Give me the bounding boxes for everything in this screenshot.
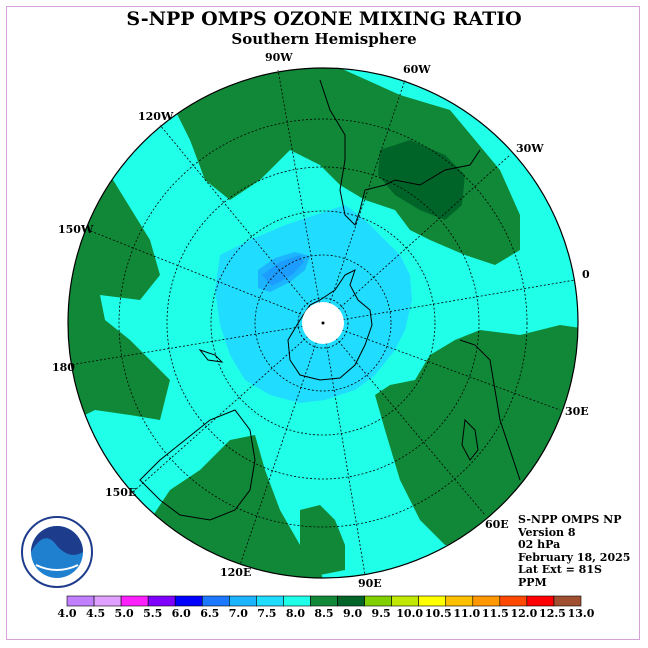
figure-frame bbox=[6, 6, 640, 640]
madagascar-coast bbox=[461, 418, 479, 461]
colorbar-label: 8.5 bbox=[314, 607, 334, 620]
info-version: Version 8 bbox=[518, 525, 576, 539]
colorbar-swatch bbox=[93, 595, 122, 607]
lon-label-30w: 30W bbox=[516, 142, 544, 155]
colorbar-label: 9.0 bbox=[342, 607, 363, 620]
colorbar-label: 11.0 bbox=[453, 607, 481, 620]
colorbar-swatch bbox=[201, 595, 230, 607]
info-date: February 18, 2025 bbox=[518, 550, 631, 564]
colorbar-swatch bbox=[472, 595, 501, 607]
colorbar-label: 9.5 bbox=[371, 607, 391, 620]
colorbar-swatch bbox=[391, 595, 419, 607]
colorbar-swatch bbox=[499, 595, 528, 607]
lon-label-60w: 60W bbox=[403, 63, 431, 76]
colorbar-swatch bbox=[66, 595, 95, 607]
lon-label-0: 0 bbox=[582, 268, 590, 281]
colorbar-label: 11.5 bbox=[481, 607, 509, 620]
colorbar-swatch bbox=[120, 595, 149, 607]
contour-8.5-west bbox=[68, 170, 170, 430]
map-subtitle: Southern Hemisphere bbox=[231, 30, 417, 48]
colorbar-swatch bbox=[256, 595, 284, 607]
contour-9.0 bbox=[378, 140, 465, 220]
coastlines bbox=[139, 79, 521, 521]
colorbar-label: 12.5 bbox=[539, 607, 566, 620]
colorbar-label: 6.5 bbox=[200, 607, 220, 620]
new-zealand-coast bbox=[198, 348, 224, 363]
colorbar-swatch bbox=[283, 595, 311, 607]
noaa-logo bbox=[21, 516, 93, 588]
lon-label-150w: 150W bbox=[58, 223, 94, 236]
south-america-coast bbox=[319, 79, 481, 226]
colorbar-swatch bbox=[147, 595, 176, 607]
map-title: S-NPP OMPS OZONE MIXING RATIO bbox=[126, 8, 522, 30]
lon-label-150e: 150E bbox=[105, 486, 137, 499]
colorbar-label: 10.0 bbox=[396, 607, 424, 620]
colorbar-swatch bbox=[445, 595, 474, 607]
colorbar-label: 4.5 bbox=[85, 607, 106, 620]
contour-7.5 bbox=[215, 205, 412, 403]
colorbar-label: 7.5 bbox=[257, 607, 277, 620]
lon-label-30e: 30E bbox=[565, 405, 589, 418]
lon-label-120e: 120E bbox=[220, 566, 252, 579]
antarctica-coast bbox=[287, 269, 373, 381]
contour-6.5 bbox=[262, 255, 304, 286]
info-instrument: S-NPP OMPS NP bbox=[518, 513, 622, 526]
lon-label-180: 180 bbox=[52, 361, 75, 374]
colorbar-label: 13.0 bbox=[567, 607, 595, 620]
info-lat-ext: Lat Ext = 81S bbox=[518, 563, 602, 576]
colorbar-label: 7.0 bbox=[228, 607, 248, 620]
colorbar-swatch bbox=[229, 595, 257, 607]
product-info: S-NPP OMPS NP Version 8 02 hPa February … bbox=[518, 513, 631, 589]
colorbar-swatch bbox=[553, 595, 582, 607]
contour-8.5-south bbox=[300, 505, 345, 575]
australia-coast bbox=[139, 409, 256, 521]
lon-label-90e: 90E bbox=[358, 577, 382, 590]
colorbar-swatch bbox=[418, 595, 447, 607]
colorbar-swatch bbox=[364, 595, 392, 607]
lon-label-120w: 120W bbox=[138, 110, 174, 123]
colorbar-label: 10.5 bbox=[424, 607, 452, 620]
colorbar-swatch bbox=[174, 595, 203, 607]
colorbar bbox=[66, 595, 582, 607]
colorbar-swatch bbox=[310, 595, 338, 607]
info-pressure: 02 hPa bbox=[518, 538, 561, 551]
colorbar-label: 12.0 bbox=[510, 607, 538, 620]
colorbar-swatch bbox=[337, 595, 365, 607]
info-units: PPM bbox=[518, 575, 547, 589]
colorbar-swatch bbox=[526, 595, 555, 607]
colorbar-label: 8.0 bbox=[285, 607, 306, 620]
colorbar-label: 5.5 bbox=[143, 607, 163, 620]
map-boundary bbox=[67, 67, 579, 579]
lon-label-60e: 60E bbox=[485, 518, 509, 531]
graticule bbox=[69, 69, 576, 576]
lon-label-90w: 90W bbox=[265, 51, 293, 64]
colorbar-label: 4.0 bbox=[57, 607, 77, 620]
africa-coast bbox=[459, 339, 521, 481]
colorbar-label: 5.0 bbox=[114, 607, 134, 620]
pole-point bbox=[321, 321, 325, 325]
colorbar-label: 6.0 bbox=[171, 607, 191, 620]
